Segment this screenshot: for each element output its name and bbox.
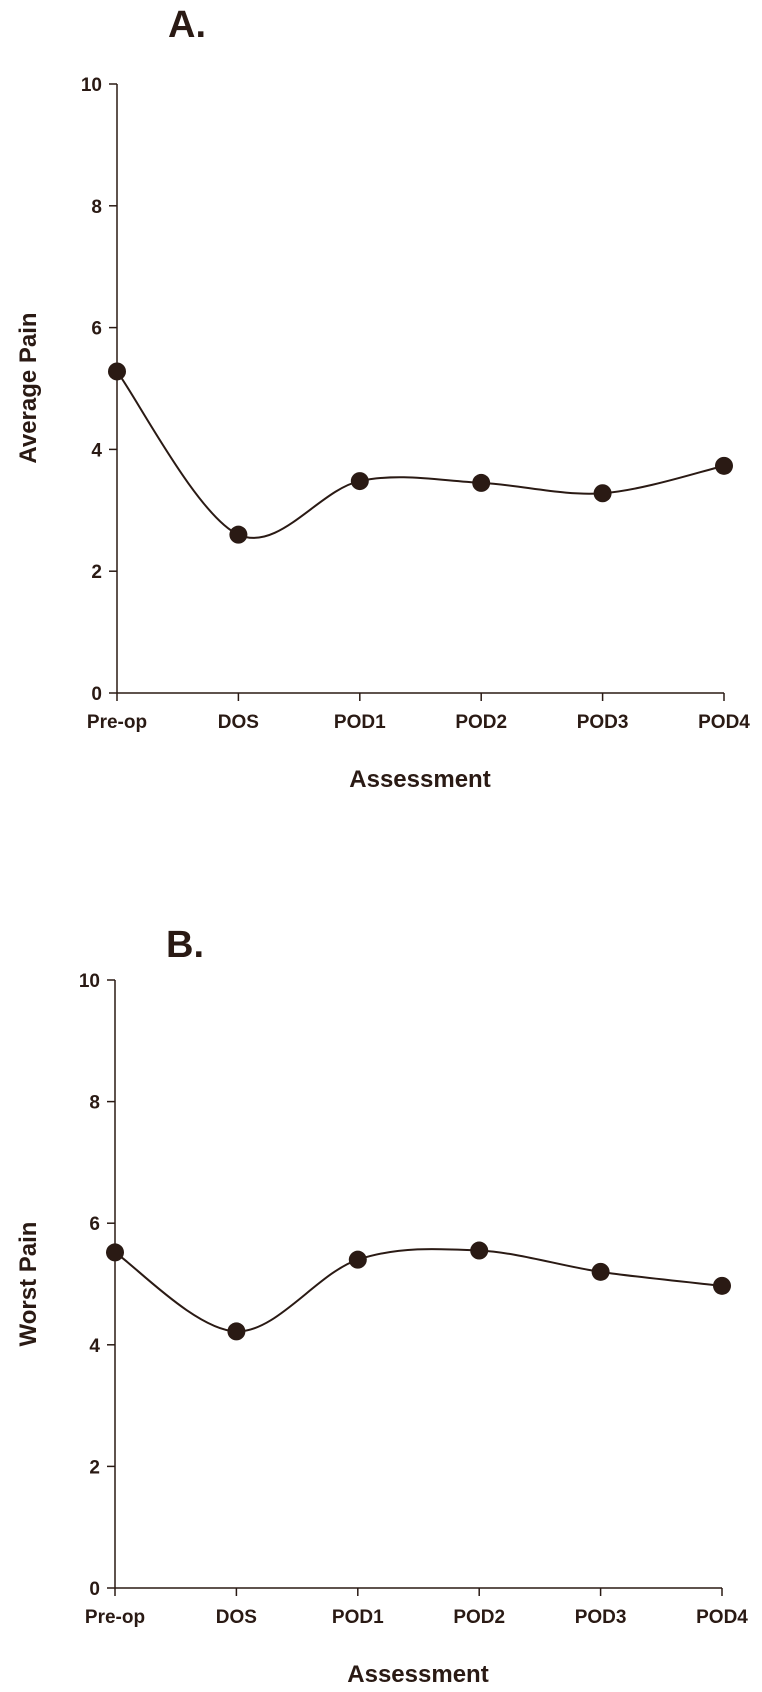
chart-panel-b: B. Worst Pain Assessment 0 2 4 6 8 10 Pre-op DO…: [15, 924, 748, 1688]
y-tick-label-a: 4: [91, 440, 102, 461]
data-point-a-dos: [229, 525, 248, 544]
data-point-b-pod1: [348, 1250, 367, 1269]
x-tick-label-b: POD4: [696, 1607, 748, 1628]
data-point-a-pre-op: [108, 362, 126, 381]
x-tick-label-b: Pre-op: [85, 1607, 145, 1628]
y-tick-label-b: 8: [89, 1093, 100, 1114]
chart-panel-a: A. Average Pain Assessment 0 2 4 6 8 10 Pre-op…: [15, 4, 750, 793]
x-tick-label-a: Pre-op: [87, 712, 147, 733]
y-tick-label-a: 8: [91, 197, 102, 218]
y-tick-label-b: 2: [89, 1457, 100, 1478]
series-line-a: [116, 370, 725, 539]
y-tick-label-a: 2: [91, 562, 102, 583]
y-tick-label-a: 0: [91, 684, 102, 705]
data-point-a-pod4: [715, 456, 733, 475]
y-tick-label-b: 10: [79, 971, 100, 992]
data-point-b-pre-op: [106, 1243, 124, 1262]
y-tick-label-b: 6: [89, 1214, 100, 1235]
data-point-a-pod2: [472, 473, 491, 492]
y-tick-label-a: 6: [91, 319, 102, 340]
x-tick-label-a: POD4: [698, 712, 750, 733]
series-line-b: [114, 1248, 723, 1333]
data-point-b-pod2: [470, 1241, 489, 1260]
y-tick-label-a: 10: [81, 75, 102, 96]
data-point-b-pod4: [713, 1276, 731, 1295]
y-axis-title-a: Average Pain: [15, 312, 42, 463]
x-tick-label-b: POD2: [453, 1607, 505, 1628]
panel-label-b: B.: [166, 924, 204, 966]
y-axis-title-b: Worst Pain: [15, 1222, 42, 1347]
y-tick-label-b: 4: [89, 1336, 100, 1357]
x-tick-label-a: POD3: [577, 712, 629, 733]
x-tick-label-b: POD3: [575, 1607, 627, 1628]
x-axis-title-a: Assessment: [349, 766, 490, 793]
x-tick-label-b: POD1: [332, 1607, 384, 1628]
x-axis-title-b: Assessment: [347, 1661, 488, 1688]
x-tick-label-a: DOS: [218, 712, 259, 733]
x-tick-label-a: POD2: [455, 712, 507, 733]
x-tick-label-b: DOS: [216, 1607, 257, 1628]
data-point-b-pod3: [591, 1262, 610, 1281]
y-tick-label-b: 0: [89, 1579, 100, 1600]
data-point-b-dos: [227, 1322, 246, 1341]
data-point-a-pod1: [350, 472, 369, 491]
data-point-a-pod3: [593, 484, 612, 503]
x-tick-label-a: POD1: [334, 712, 386, 733]
panel-label-a: A.: [168, 4, 206, 46]
